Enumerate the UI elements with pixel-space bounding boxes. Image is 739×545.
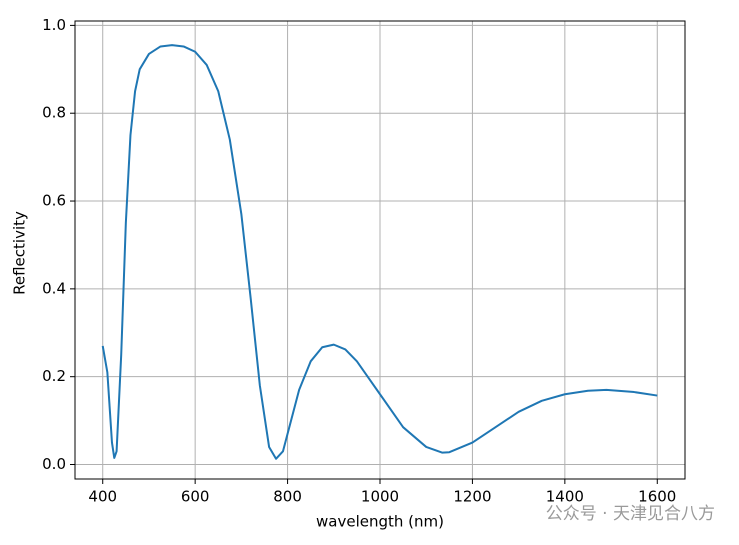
y-tick-label: 0.2 xyxy=(42,367,66,385)
plot-frame xyxy=(74,20,686,480)
x-tick-label: 800 xyxy=(273,488,302,506)
y-axis-label: Reflectivity xyxy=(11,211,29,295)
watermark: 公众号 · 天津见合八方 xyxy=(546,504,715,524)
x-tick-label: 400 xyxy=(88,488,117,506)
y-tick-label: 0.0 xyxy=(42,455,66,473)
x-tick-label: 1000 xyxy=(361,488,399,506)
x-axis-label: wavelength (nm) xyxy=(316,513,444,531)
data-line xyxy=(101,44,658,460)
x-tick-label: 1200 xyxy=(453,488,491,506)
x-tick-label: 1600 xyxy=(638,488,676,506)
y-tick-label: 0.8 xyxy=(42,104,66,122)
x-tick-label: 600 xyxy=(181,488,210,506)
y-tick-label: 0.4 xyxy=(42,279,66,297)
y-tick-label: 1.0 xyxy=(42,16,66,34)
y-tick-label: 0.6 xyxy=(42,192,66,210)
x-tick-label: 1400 xyxy=(546,488,584,506)
